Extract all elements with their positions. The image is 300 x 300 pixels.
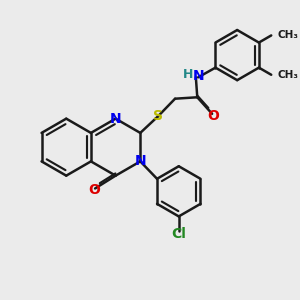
Text: Cl: Cl (171, 227, 186, 241)
Text: N: N (192, 69, 204, 83)
Text: O: O (207, 109, 219, 122)
Text: S: S (153, 110, 163, 123)
Text: N: N (110, 112, 122, 126)
Text: CH₃: CH₃ (278, 30, 298, 40)
Text: N: N (134, 154, 146, 168)
Text: CH₃: CH₃ (278, 70, 298, 80)
Text: H: H (183, 68, 193, 81)
Text: O: O (88, 183, 101, 197)
